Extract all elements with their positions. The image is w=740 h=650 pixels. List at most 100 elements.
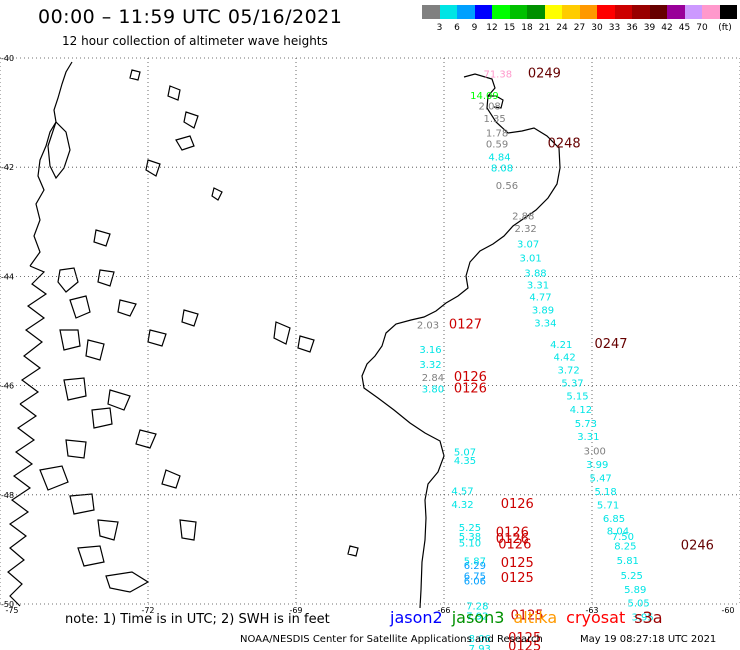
wave-height-value: 3.80 [422,385,444,396]
lon-tick-label: -72 [141,606,154,615]
wave-height-value: 6.85 [603,514,625,525]
lon-tick-label: -69 [289,606,302,615]
wave-height-value: 5.47 [590,474,612,485]
wave-height-value: 6.29 [464,561,486,572]
axis-tick-labels: -75 -72 -69 -66 -63 -60 -40 -42 -44 -46 -48 -50 [1,54,735,615]
scale-label: 45 [678,23,691,33]
wave-height-value: 5.05 [628,599,650,610]
scale-label: 39 [643,23,656,33]
lat-tick-label: -42 [1,163,14,172]
scale-swatch [667,5,685,19]
wave-height-value: 4.35 [454,456,476,467]
satellite-legend-entry: s3a [634,608,663,627]
wave-height-value: 8.04 [607,527,629,538]
lat-tick-label: -46 [1,382,14,391]
chile-fjords-b [7,403,38,607]
wave-height-value: 3.16 [419,345,441,356]
wave-height-value: 0.59 [486,140,508,151]
wave-height-value: 5.18 [594,487,616,498]
generation-timestamp: May 19 08:27:18 UTC 2021 [580,634,717,645]
coastlines [7,61,561,609]
wave-height-value: 7.28 [466,601,488,612]
andes-lakes [93,69,359,557]
pass-number-label: 0126 [498,537,531,552]
pass-number-label: 0125 [501,556,534,571]
wave-height-value: 5.15 [566,391,588,402]
pass-number-label: 0247 [594,337,627,352]
wave-height-value: 2.32 [515,224,537,235]
wave-height-value: 2.03 [417,320,439,331]
pass-number-label: 0125 [511,608,544,623]
chile-coast-north [29,61,73,267]
wave-height-value: 4.21 [550,340,572,351]
wave-height-value: 2.08 [479,101,501,112]
scale-unit: (ft) [718,23,732,33]
wave-height-value: 2.88 [512,212,534,223]
wave-height-value: 5.10 [459,539,481,550]
lon-tick-label: -60 [721,606,734,615]
wave-height-value: 3.31 [527,280,549,291]
scale-swatch [457,5,475,19]
wave-height-value: 6.75 [464,571,486,582]
wave-height-value: 5.73 [575,419,597,430]
scale-swatch [527,5,545,19]
wave-height-value: 3.89 [532,306,554,317]
wave-height-value: 3.32 [419,360,441,371]
pass-number-label: 0125 [501,571,534,586]
peninsula-valdes [488,95,504,109]
lat-tick-label: -48 [1,491,14,500]
wave-height-value: 4.42 [554,352,576,363]
pass-number-label: 0125 [508,639,541,650]
scale-label: 6 [454,23,460,33]
scale-label: 36 [626,23,638,33]
wave-height-value: 3.01 [519,254,541,265]
scale-swatch [509,5,527,19]
scale-label: 9 [471,23,478,33]
wave-height-value: 1.35 [483,114,505,125]
scale-swatch [597,5,615,19]
wave-height-value: 3.07 [517,239,539,250]
scale-swatch [684,5,702,19]
lon-tick-label: -75 [5,606,18,615]
wave-height-value: 5.25 [459,523,481,534]
wave-height-value: 3.95 [631,612,653,623]
scale-label: 70 [696,23,708,33]
wave-height-value: 3.72 [557,366,579,377]
scale-swatch [579,5,597,19]
scale-swatch [474,5,492,19]
scale-label: 27 [573,23,586,33]
scale-label: 24 [556,23,568,33]
lat-tick-label: -44 [1,272,14,281]
scale-label: 3 [436,23,443,33]
satellite-pass-labels: 0249024801270126012602470126012601260126… [449,67,714,650]
lat-lon-grid [0,57,740,605]
wave-height-value: 4.77 [529,292,551,303]
pass-number-label: 0127 [449,317,482,332]
wave-height-value: 6.06 [464,576,486,587]
wave-height-value: 3.31 [577,432,599,443]
scale-label: 21 [538,23,551,33]
pass-number-label: 0126 [454,370,487,385]
scale-swatch [719,5,737,19]
satellite-legend-entry: jason2 [390,608,443,627]
pass-number-label: 0249 [528,67,561,82]
scale-swatch [422,5,440,19]
lon-tick-label: -63 [585,606,598,615]
pass-number-label: 0126 [496,525,529,540]
wave-height-value: 3.00 [584,446,606,457]
credit-text: NOAA/NESDIS Center for Satellite Applica… [240,634,543,645]
scale-swatch [632,5,650,19]
scale-swatch [702,5,720,19]
wave-height-value: 2.84 [422,373,444,384]
pass-number-label: 0126 [454,382,487,397]
wave-height-value: 3.34 [534,319,556,330]
argentina-coastline [361,73,561,609]
footer-note: note: 1) Time is in UTC; 2) SWH is in fe… [65,612,330,627]
wave-height-value: 0.56 [496,181,518,192]
scale-label: 15 [503,23,516,33]
pass-number-label: 0246 [681,538,714,553]
scale-swatch [492,5,510,19]
pass-number-label: 0125 [508,631,541,646]
wave-height-value: 4.12 [570,405,592,416]
